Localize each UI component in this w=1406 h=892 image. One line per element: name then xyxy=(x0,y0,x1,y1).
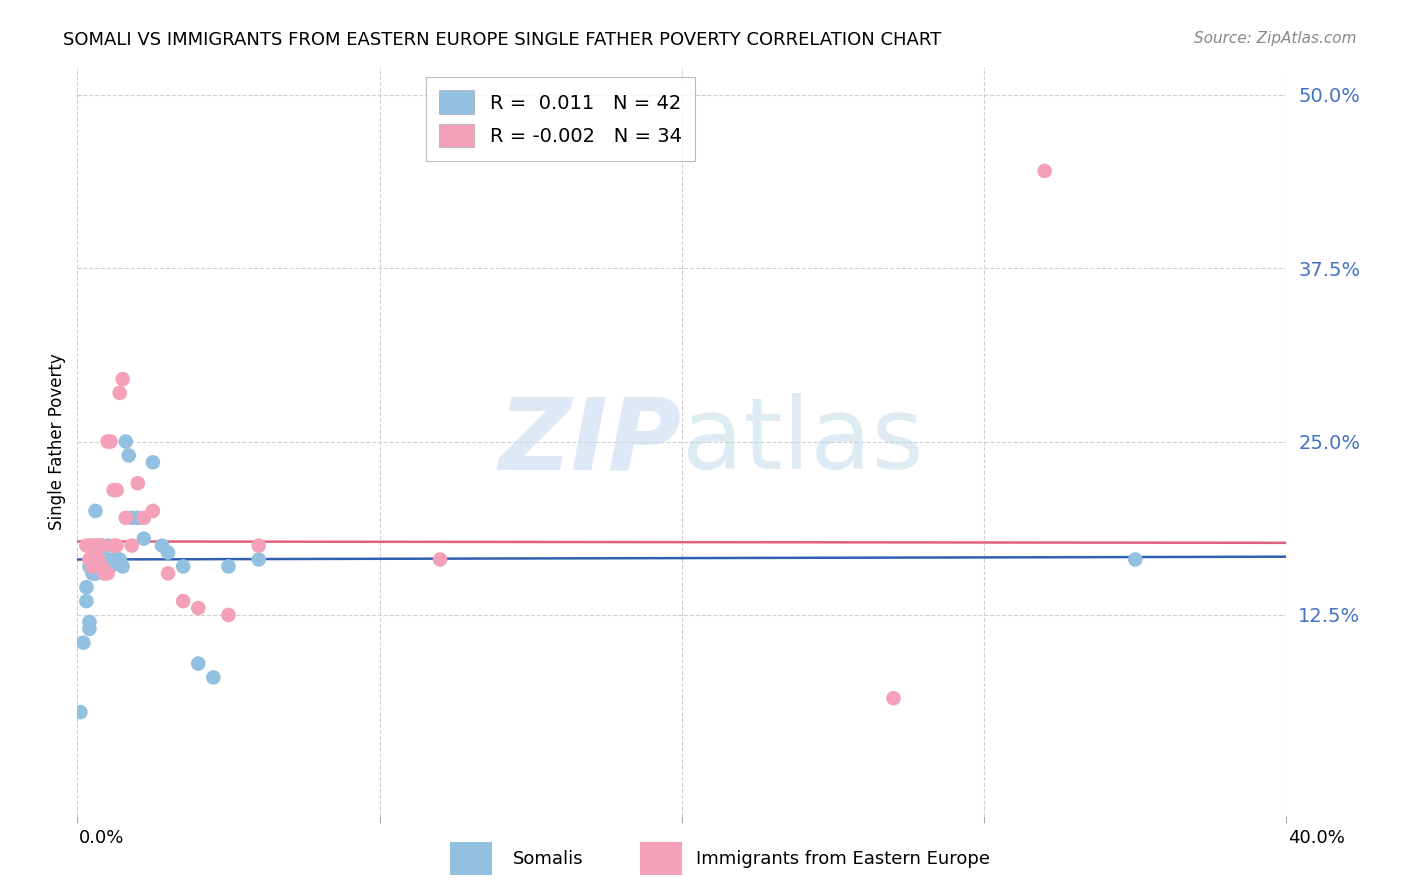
Point xyxy=(108,386,131,401)
Text: 40.0%: 40.0% xyxy=(1288,829,1344,847)
Point xyxy=(105,483,128,497)
Point xyxy=(1033,164,1056,178)
Point xyxy=(87,539,110,553)
Point xyxy=(69,705,91,719)
Point xyxy=(105,552,128,566)
Point xyxy=(883,691,905,706)
Point xyxy=(187,601,209,615)
Point xyxy=(150,539,173,553)
Point xyxy=(93,566,115,581)
Point xyxy=(75,594,97,608)
Point xyxy=(75,539,97,553)
Point xyxy=(111,372,134,386)
Point xyxy=(84,566,107,581)
Point xyxy=(218,607,240,622)
Text: SOMALI VS IMMIGRANTS FROM EASTERN EUROPE SINGLE FATHER POVERTY CORRELATION CHART: SOMALI VS IMMIGRANTS FROM EASTERN EUROPE… xyxy=(63,31,942,49)
FancyBboxPatch shape xyxy=(640,842,682,875)
Point xyxy=(142,455,165,469)
Point xyxy=(247,539,270,553)
FancyBboxPatch shape xyxy=(450,842,492,875)
Point xyxy=(172,594,194,608)
Point xyxy=(79,615,101,629)
Point xyxy=(87,559,110,574)
Point xyxy=(202,670,225,684)
Point xyxy=(187,657,209,671)
Point xyxy=(82,539,104,553)
Point xyxy=(87,539,110,553)
Point xyxy=(84,539,107,553)
Point xyxy=(82,559,104,574)
Point xyxy=(132,532,155,546)
Text: Source: ZipAtlas.com: Source: ZipAtlas.com xyxy=(1194,31,1357,46)
Point xyxy=(96,539,118,553)
Point xyxy=(121,511,143,525)
Text: Immigrants from Eastern Europe: Immigrants from Eastern Europe xyxy=(696,849,990,868)
Point xyxy=(90,539,112,553)
Point xyxy=(247,552,270,566)
Point xyxy=(105,539,128,553)
Point xyxy=(100,559,122,574)
Text: ZIP: ZIP xyxy=(499,393,682,490)
Point xyxy=(114,511,136,525)
Point xyxy=(79,622,101,636)
Point xyxy=(84,566,107,581)
Point xyxy=(87,552,110,566)
Point xyxy=(90,539,112,553)
Point xyxy=(82,559,104,574)
Point xyxy=(142,504,165,518)
Point xyxy=(96,434,118,449)
Point xyxy=(100,434,122,449)
Text: Somalis: Somalis xyxy=(513,849,583,868)
Point xyxy=(79,539,101,553)
Point xyxy=(75,580,97,594)
Point xyxy=(103,483,125,497)
Point xyxy=(93,566,115,581)
Point xyxy=(103,552,125,566)
Point xyxy=(118,449,141,463)
Point xyxy=(114,434,136,449)
Point xyxy=(218,559,240,574)
Point xyxy=(87,552,110,566)
Point xyxy=(96,552,118,566)
Point xyxy=(82,539,104,553)
Y-axis label: Single Father Poverty: Single Father Poverty xyxy=(48,353,66,530)
Point xyxy=(121,539,143,553)
Point xyxy=(84,552,107,566)
Point xyxy=(103,539,125,553)
Point xyxy=(79,559,101,574)
Point xyxy=(79,552,101,566)
Point xyxy=(84,504,107,518)
Point xyxy=(72,636,94,650)
Point xyxy=(96,566,118,581)
Point xyxy=(132,511,155,525)
Point xyxy=(82,566,104,581)
Point xyxy=(93,552,115,566)
Text: 0.0%: 0.0% xyxy=(79,829,124,847)
Legend: R =  0.011   N = 42, R = -0.002   N = 34: R = 0.011 N = 42, R = -0.002 N = 34 xyxy=(426,77,696,161)
Point xyxy=(127,511,149,525)
Point xyxy=(90,552,112,566)
Point xyxy=(84,552,107,566)
Point xyxy=(1123,552,1146,566)
Point xyxy=(127,476,149,491)
Point xyxy=(157,566,180,581)
Point xyxy=(90,559,112,574)
Point xyxy=(172,559,194,574)
Text: atlas: atlas xyxy=(682,393,924,490)
Point xyxy=(108,552,131,566)
Point xyxy=(111,559,134,574)
Point xyxy=(157,545,180,559)
Point xyxy=(429,552,451,566)
